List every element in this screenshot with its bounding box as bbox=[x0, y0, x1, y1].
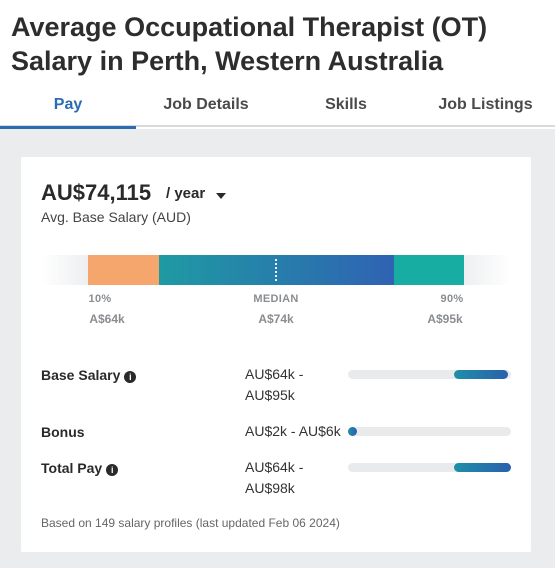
info-circle-icon[interactable]: i bbox=[124, 371, 137, 383]
bonus-bar-fill bbox=[348, 427, 357, 436]
total-pay-label: Total Pay i bbox=[41, 460, 119, 476]
base-salary-range-high: AU$95k bbox=[245, 387, 295, 403]
distribution-low-segment bbox=[88, 255, 159, 285]
median-marker bbox=[275, 259, 277, 281]
total-pay-range: AU$64k - AU$98k bbox=[245, 457, 340, 499]
tab-job-details[interactable]: Job Details bbox=[163, 96, 249, 113]
base-salary-label: Base Salary i bbox=[41, 367, 137, 383]
tab-bar: Pay Job Details Skills Job Listings bbox=[0, 86, 555, 129]
median-label: MEDIAN bbox=[253, 293, 299, 305]
base-salary-bar bbox=[348, 370, 511, 379]
low-percentile-value: A$64k bbox=[89, 312, 125, 326]
pay-period-select[interactable]: / year bbox=[166, 185, 206, 202]
bonus-range: AU$2k - AU$6k bbox=[245, 423, 341, 439]
salary-caption: Avg. Base Salary (AUD) bbox=[41, 209, 191, 225]
high-percentile-value: A$95k bbox=[427, 312, 463, 326]
low-percentile-label: 10% bbox=[88, 293, 112, 305]
page-title: Average Occupational Therapist (OT) Sala… bbox=[11, 12, 488, 76]
base-salary-text: Base Salary bbox=[41, 367, 121, 383]
bonus-bar bbox=[348, 427, 511, 436]
tab-job-listings[interactable]: Job Listings bbox=[438, 96, 533, 113]
caret-down-icon[interactable] bbox=[216, 193, 226, 199]
base-salary-range-low: AU$64k - bbox=[245, 366, 304, 382]
info-circle-icon[interactable]: i bbox=[106, 464, 119, 476]
salary-card bbox=[21, 157, 531, 552]
tab-skills[interactable]: Skills bbox=[325, 96, 367, 113]
total-pay-bar-fill bbox=[453, 463, 511, 472]
tab-pay[interactable]: Pay bbox=[0, 86, 136, 129]
base-salary-range: AU$64k - AU$95k bbox=[245, 364, 340, 406]
total-pay-range-low: AU$64k - bbox=[245, 459, 304, 475]
base-salary-bar-fill bbox=[453, 370, 508, 379]
total-pay-bar bbox=[348, 463, 511, 472]
distribution-high-segment bbox=[394, 255, 464, 285]
data-source-footnote: Based on 149 salary profiles (last updat… bbox=[41, 516, 340, 530]
bonus-label: Bonus bbox=[41, 424, 85, 440]
average-salary: AU$74,115 bbox=[41, 180, 152, 205]
median-value: A$74k bbox=[258, 312, 294, 326]
total-pay-text: Total Pay bbox=[41, 460, 103, 476]
high-percentile-label: 90% bbox=[440, 293, 464, 305]
total-pay-range-high: AU$98k bbox=[245, 480, 295, 496]
